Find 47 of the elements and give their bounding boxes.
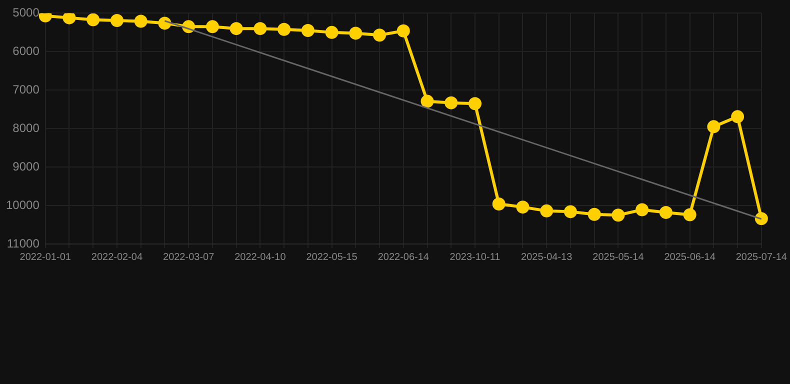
point — [468, 97, 482, 110]
x-tick-label: 2025-05-14 — [592, 252, 644, 263]
point — [754, 212, 768, 226]
point — [636, 203, 649, 216]
point — [659, 206, 672, 219]
point — [516, 200, 530, 214]
point — [492, 197, 506, 210]
x-tick-label: 2022-01-01 — [20, 252, 72, 263]
point — [206, 20, 219, 34]
point — [564, 205, 577, 218]
point — [254, 22, 267, 36]
point — [134, 14, 148, 28]
point — [707, 120, 720, 134]
y-tick-label: 10000 — [6, 198, 40, 212]
point — [301, 24, 314, 38]
point — [373, 28, 386, 42]
x-tick-label: 2025-06-14 — [664, 252, 716, 263]
point — [325, 26, 338, 39]
y-tick-label: 5000 — [12, 6, 40, 20]
x-tick-label: 2025-07-14 — [736, 252, 788, 263]
point — [230, 22, 243, 36]
x-tick-label: 2022-02-04 — [91, 252, 143, 263]
y-tick-label: 11000 — [6, 236, 40, 250]
x-tick-label: 2022-05-15 — [306, 252, 358, 263]
point — [540, 204, 554, 218]
y-tick-label: 6000 — [12, 44, 40, 58]
y-tick-label: 9000 — [12, 159, 40, 174]
point — [444, 96, 458, 110]
x-tick-label: 2022-03-07 — [163, 252, 215, 263]
point — [62, 13, 76, 24]
point — [683, 208, 696, 222]
point — [396, 24, 410, 38]
point — [588, 208, 601, 221]
y-tick-label: 8000 — [12, 120, 40, 135]
point — [278, 22, 291, 36]
point — [86, 13, 100, 26]
point — [731, 110, 744, 124]
point — [349, 26, 362, 40]
point — [420, 94, 434, 108]
x-tick-label: 2023-10-11 — [450, 252, 501, 263]
point — [612, 208, 625, 222]
x-tick-label: 2022-04-10 — [234, 252, 286, 263]
x-tick-label: 2022-06-14 — [378, 252, 430, 263]
x-tick-label: 2025-04-13 — [521, 252, 573, 263]
point — [158, 16, 172, 30]
y-tick-label: 7000 — [12, 82, 40, 96]
point — [110, 14, 124, 28]
